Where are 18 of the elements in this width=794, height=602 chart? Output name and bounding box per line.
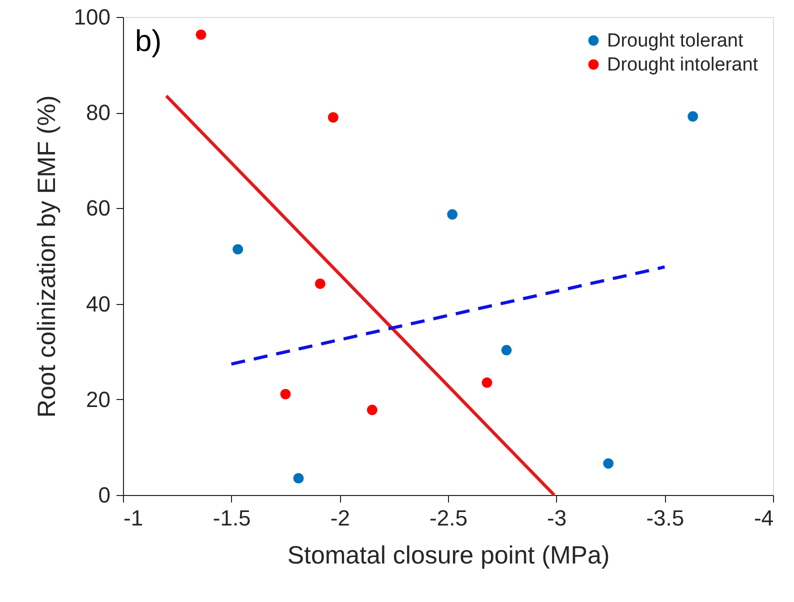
x-tick-label: -2.5 (430, 506, 468, 530)
x-tick-label: -3.5 (646, 506, 684, 530)
y-tick-label: 20 (86, 386, 110, 412)
y-tick-label: 40 (86, 291, 110, 316)
legend-label: Drought intolerant (607, 54, 759, 76)
x-tick-label: -3 (547, 506, 567, 530)
x-tick-label: -2 (330, 506, 350, 530)
y-axis-title: Root colinization by EMF (%) (32, 95, 61, 418)
x-tick-label: -4 (754, 506, 774, 530)
y-tick-label: 0 (98, 482, 110, 508)
y-tick-label: 80 (86, 100, 110, 126)
y-tick-label: 100 (74, 4, 110, 30)
annotation: b) (135, 25, 162, 58)
x-tick-label: -1 (124, 506, 144, 530)
x-axis-title: Stomatal closure point (MPa) (287, 542, 610, 570)
y-tick-label: 60 (86, 196, 110, 221)
legend-label: Drought tolerant (607, 30, 744, 52)
x-tick-label: -1.5 (212, 506, 251, 530)
